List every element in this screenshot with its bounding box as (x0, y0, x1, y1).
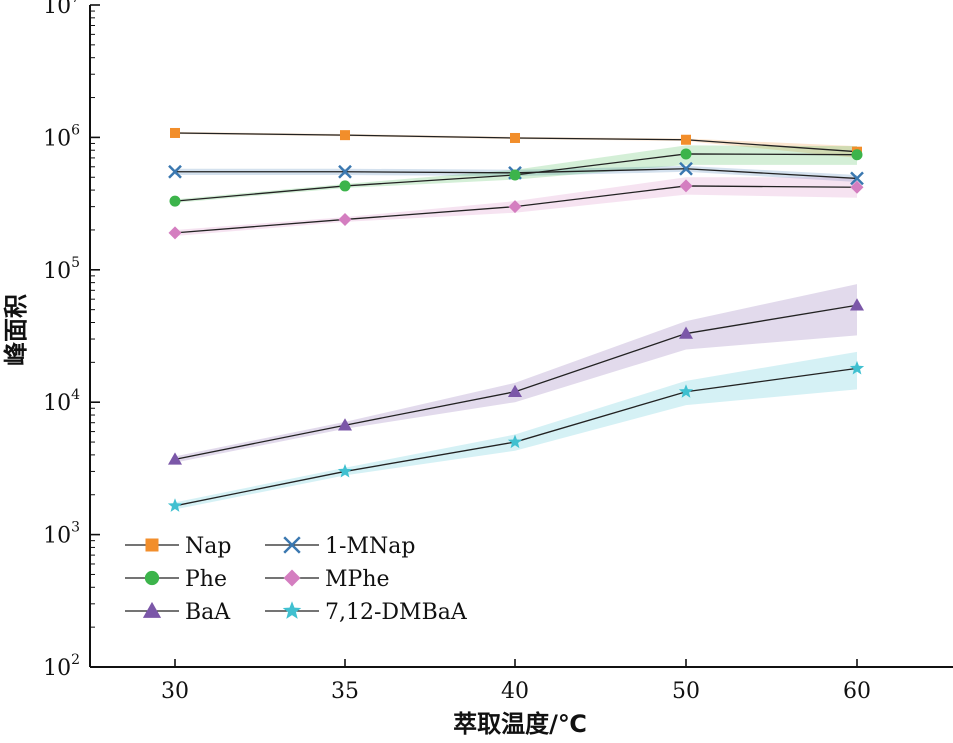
point-nap-35 (340, 130, 350, 141)
point-1-mnap-60 (850, 171, 864, 186)
axes (89, 5, 953, 668)
legend-marker (283, 536, 301, 554)
point-mphe-30 (168, 226, 182, 240)
point-mphe-50 (679, 179, 693, 193)
x-tick-label: 30 (161, 679, 189, 704)
point-nap-50 (681, 134, 691, 145)
point-baa-35 (338, 418, 352, 431)
y-tick-label: 102 (43, 652, 80, 681)
x-ticks: 30 35 40 50 60 (161, 659, 871, 704)
legend-item-7-12-dmbaa: 7,12-DMBaA (265, 600, 468, 625)
point-7-12-dmbaa-35 (337, 463, 353, 478)
point-1-mnap-50 (679, 161, 693, 176)
legend-item-mphe: MPhe (265, 567, 390, 592)
legend-label: Phe (185, 567, 227, 592)
point-baa-40 (508, 384, 522, 397)
point-baa-30 (168, 452, 182, 465)
x-axis-title: 萃取温度/℃ (453, 710, 587, 738)
point-phe-30 (169, 195, 181, 207)
y-tick-label: 104 (43, 387, 80, 416)
legend-marker (282, 601, 302, 619)
point-1-mnap-35 (338, 164, 352, 179)
legend-label: Nap (185, 534, 231, 559)
point-phe-40 (509, 169, 521, 181)
x-tick-label: 50 (672, 679, 700, 704)
point-7-12-dmbaa-40 (507, 434, 523, 449)
point-7-12-dmbaa-50 (678, 384, 694, 398)
point-mphe-40 (508, 200, 522, 214)
legend-item-baa: BaA (125, 600, 231, 625)
y-tick-label: 103 (43, 520, 80, 549)
legend: Nap 1-MNap Phe MPhe BaA 7,12-DMBaA (125, 534, 468, 625)
y-tick-label: 105 (43, 255, 80, 284)
x-tick-label: 35 (331, 679, 359, 704)
legend-item-phe: Phe (125, 567, 227, 592)
point-mphe-60 (850, 180, 864, 194)
point-phe-35 (339, 180, 351, 192)
legend-item-nap: Nap (125, 534, 231, 559)
point-phe-60 (851, 149, 863, 161)
legend-marker (144, 570, 160, 586)
legend-label: MPhe (325, 567, 390, 592)
confidence-bands (175, 131, 857, 510)
point-phe-50 (680, 148, 692, 160)
point-nap-30 (170, 127, 180, 138)
legend-marker (145, 538, 159, 552)
y-axis-title: 峰面积 (2, 294, 30, 366)
x-tick-label: 40 (501, 679, 529, 704)
y-ticks: 102 103 104 105 106 107 (43, 0, 100, 681)
point-7-12-dmbaa-60 (849, 360, 865, 375)
series-markers (167, 127, 865, 512)
legend-marker (283, 569, 301, 587)
legend-label: BaA (185, 600, 231, 625)
x-tick-label: 60 (843, 679, 871, 704)
point-baa-50 (679, 326, 693, 339)
legend-item-1-mnap: 1-MNap (265, 534, 415, 559)
legend-label: 7,12-DMBaA (325, 600, 468, 625)
point-7-12-dmbaa-30 (167, 498, 183, 512)
y-tick-label: 107 (43, 0, 80, 19)
point-1-mnap-30 (168, 164, 182, 179)
point-baa-60 (850, 298, 864, 311)
legend-label: 1-MNap (325, 534, 415, 559)
point-mphe-35 (338, 212, 352, 226)
point-nap-40 (510, 132, 520, 143)
y-tick-label: 106 (43, 122, 80, 151)
legend-marker (142, 601, 162, 618)
